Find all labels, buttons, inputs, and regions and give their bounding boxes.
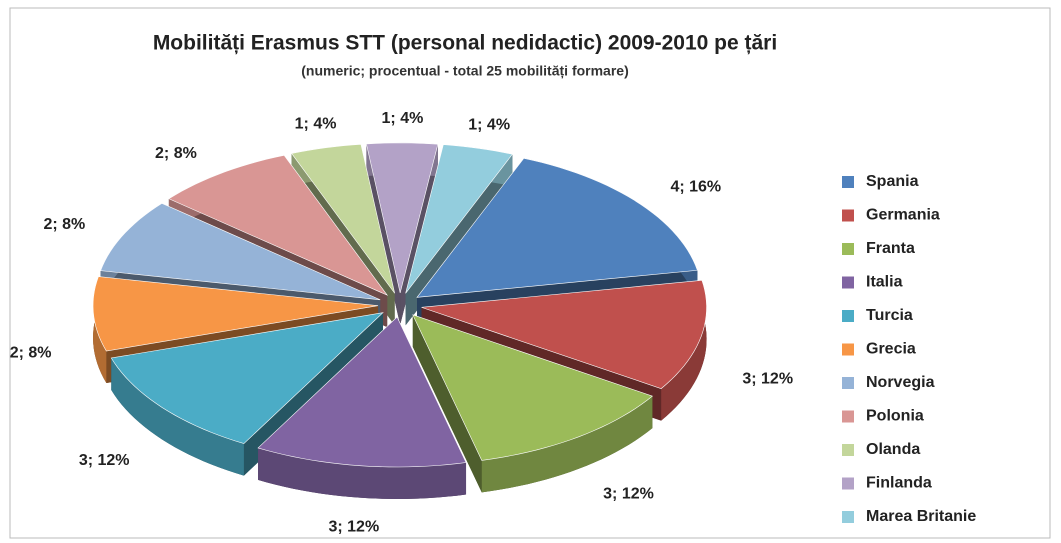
slice-top	[168, 154, 389, 296]
data-label: 3; 12%	[603, 485, 654, 502]
legend-label: Franta	[866, 240, 915, 257]
data-label: 2; 8%	[10, 345, 52, 362]
slice-top	[110, 312, 384, 444]
legend-swatch	[842, 209, 854, 222]
legend-swatch	[842, 511, 854, 523]
legend-label: Polonia	[866, 408, 924, 425]
legend-swatch	[842, 243, 854, 255]
slice	[257, 316, 467, 499]
data-label: 1; 4%	[468, 116, 510, 133]
slice	[412, 314, 653, 493]
data-label: 4; 16%	[670, 179, 721, 196]
legend-label: Olanda	[866, 441, 920, 458]
legend-label: Marea Britanie	[866, 508, 976, 525]
legend-label: Norvegia	[866, 374, 935, 391]
data-label: 1; 4%	[382, 110, 424, 127]
legend-swatch	[842, 310, 854, 322]
data-label: 2; 8%	[155, 145, 197, 162]
slice-top	[100, 203, 381, 301]
slice-top	[92, 276, 379, 352]
slice-wall	[412, 314, 482, 493]
legend-swatch	[842, 444, 854, 456]
slice-top	[421, 279, 707, 389]
data-label: 1; 4%	[295, 116, 337, 133]
slice-side	[481, 396, 653, 493]
slice-top	[416, 157, 698, 298]
legend-label: Germania	[866, 207, 940, 224]
slice-top	[291, 143, 395, 294]
legend-swatch	[842, 176, 854, 188]
legend-swatch	[842, 477, 854, 490]
legend-label: Turcia	[866, 307, 913, 324]
legend-label: Finlanda	[866, 475, 932, 492]
slice-top	[366, 142, 439, 293]
slice-side	[661, 280, 707, 421]
legend-label: Italia	[866, 274, 903, 291]
slice-side	[258, 447, 467, 499]
chart-title: Mobilități Erasmus STT (personal nedidac…	[153, 32, 777, 55]
slice-top	[257, 316, 467, 468]
data-label: 2; 8%	[43, 216, 85, 233]
data-label: 3; 12%	[79, 452, 130, 469]
chart-subtitle: (numeric; procentual - total 25 mobilită…	[301, 63, 629, 79]
pie: 4; 16% 3; 12% 3; 12% 3; 12% 3; 12% 2; 8% 2; 8%…	[10, 110, 793, 535]
legend-label: Grecia	[866, 341, 916, 358]
data-label: 3; 12%	[328, 519, 379, 536]
slice-top	[412, 314, 653, 461]
legend-label: Spania	[866, 173, 919, 190]
data-label: 3; 12%	[742, 370, 793, 387]
legend: Spania Germania Franta Italia Turcia Grecia No…	[842, 173, 976, 525]
legend-swatch	[842, 377, 854, 389]
legend-swatch	[842, 276, 854, 289]
legend-swatch	[842, 343, 854, 356]
slice-top	[405, 144, 513, 294]
legend-swatch	[842, 410, 854, 423]
